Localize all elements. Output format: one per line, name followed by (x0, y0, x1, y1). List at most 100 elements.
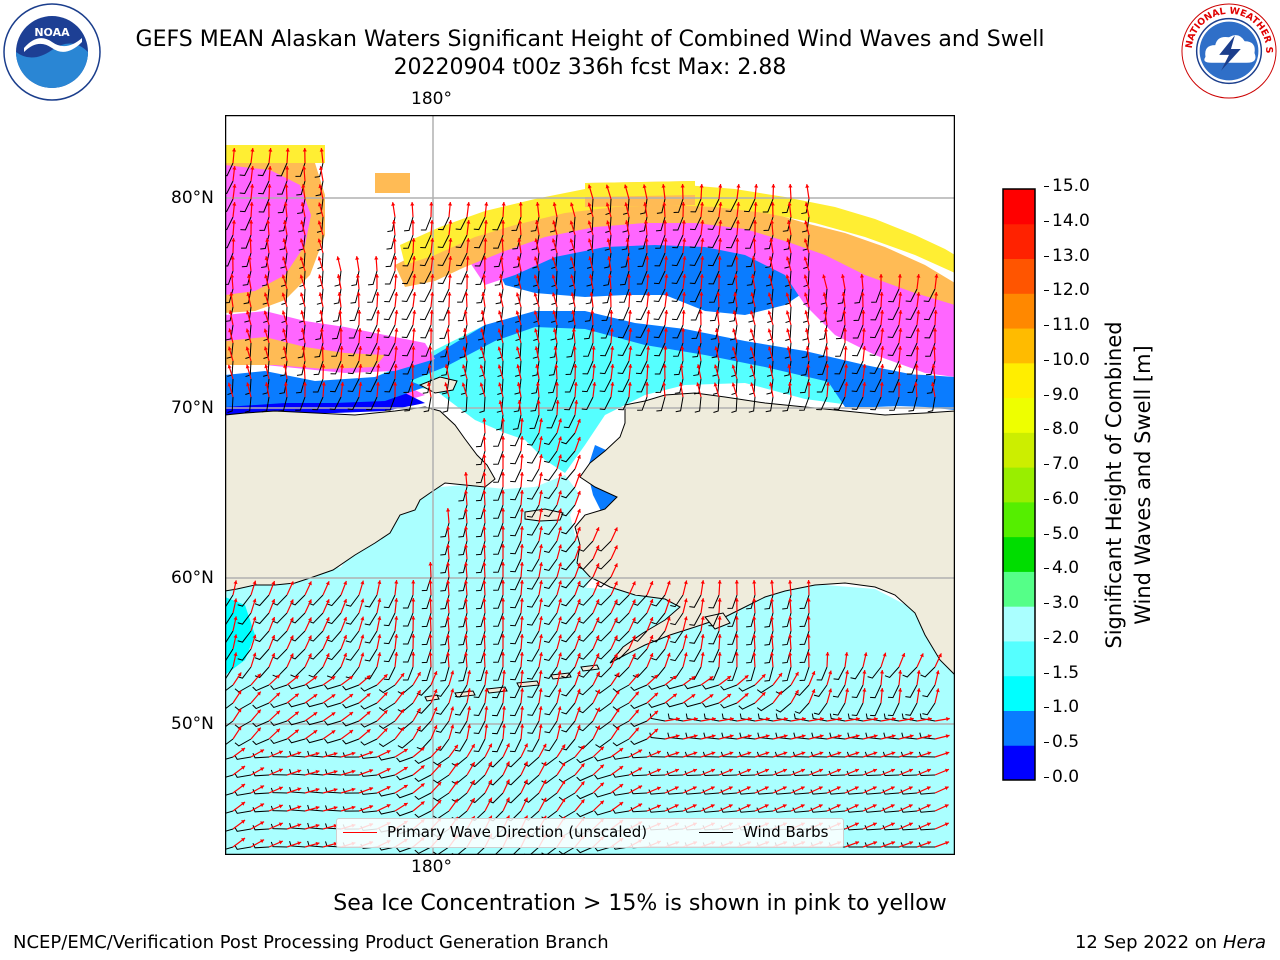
wave-direction-arrowhead (664, 292, 669, 296)
wave-direction-arrowhead (822, 274, 827, 279)
wind-barb (757, 713, 774, 722)
wave-direction-arrowhead (855, 841, 860, 845)
wave-direction-arrowhead (430, 292, 435, 296)
wave-direction-arrowhead (945, 734, 950, 739)
wave-direction-arrowhead (595, 617, 600, 622)
wind-barb (510, 540, 522, 555)
wave-direction-arrowhead (297, 769, 302, 774)
wave-direction-arrowhead (595, 581, 600, 586)
wave-direction-arrowhead (692, 786, 697, 791)
wave-direction-arrowhead (264, 364, 269, 369)
wave-direction-arrowhead (555, 400, 560, 404)
colorbar-cell (1003, 571, 1035, 607)
wave-direction-arrowhead (576, 652, 581, 657)
wave-direction-arrowhead (479, 382, 484, 387)
wind-barb (918, 770, 936, 777)
wave-direction-arrowhead (429, 202, 434, 206)
wave-direction-arrowhead (433, 671, 438, 676)
wind-barb (596, 558, 612, 570)
wind-barb (612, 790, 630, 796)
wind-barb (234, 790, 252, 796)
wind-barb (493, 450, 504, 465)
wind-barb (402, 630, 414, 645)
wind-barb (526, 666, 540, 680)
wave-direction-arrowhead (666, 580, 671, 585)
wind-barb (254, 594, 270, 607)
wave-direction-arrowhead (518, 202, 523, 206)
wind-barb (510, 522, 522, 537)
wave-direction-arrowhead (645, 274, 650, 278)
wind-barb (364, 630, 378, 644)
wave-direction-arrowhead (558, 580, 563, 585)
wind-barb (720, 751, 738, 758)
wind-barb (477, 324, 486, 341)
wave-direction-arrowhead (681, 310, 686, 314)
wave-direction-arrowhead (729, 734, 734, 739)
colorbar-tick-label: 7.0 (1052, 454, 1080, 475)
wind-barb (864, 789, 882, 795)
wave-direction-arrowhead (471, 798, 475, 803)
wind-barb (308, 648, 324, 660)
wind-barb (288, 738, 306, 744)
wave-direction-arrowhead (785, 274, 790, 279)
wave-direction-arrowhead (749, 364, 754, 369)
wind-barb (270, 823, 288, 830)
wave-direction-arrowhead (746, 786, 751, 791)
wind-barb (927, 396, 936, 413)
wind-barb (234, 826, 252, 832)
wind-barb (378, 720, 396, 730)
wave-direction-arrowhead (230, 256, 235, 260)
wind-barb (632, 630, 648, 642)
wave-direction-arrowhead (433, 689, 438, 694)
wind-barb (402, 648, 414, 663)
wind-barb (799, 594, 810, 610)
colorbar-cell (1003, 258, 1035, 294)
wave-direction-arrowhead (271, 581, 276, 585)
wind-barb (509, 720, 522, 735)
wave-direction-arrowhead (800, 786, 805, 791)
wind-barb (905, 324, 918, 339)
wave-direction-arrowhead (520, 688, 525, 692)
wave-direction-arrowhead (569, 238, 574, 243)
wind-barb (383, 630, 396, 645)
wave-direction-arrowhead (520, 724, 525, 728)
wave-direction-arrowhead (788, 616, 793, 620)
wind-barb (254, 612, 270, 625)
wind-barb (492, 720, 504, 735)
nws-logo-icon: NATIONAL WEATHER SERVICE (1180, 2, 1277, 99)
wind-barb (237, 648, 252, 661)
wave-direction-arrowhead (233, 616, 238, 621)
wind-barb (649, 713, 666, 722)
wind-barb (720, 702, 738, 709)
wave-direction-arrowhead (325, 599, 330, 604)
wind-barb (756, 684, 774, 694)
wave-direction-arrowhead (700, 220, 705, 224)
wave-direction-arrowhead (558, 544, 563, 549)
wind-barb (493, 612, 504, 627)
wave-direction-arrowhead (463, 310, 468, 314)
wave-direction-arrowhead (446, 508, 451, 512)
wave-direction-arrowhead (516, 274, 521, 279)
wave-direction-arrowhead (444, 382, 449, 387)
wave-direction-arrowhead (681, 220, 686, 224)
wind-barb (666, 789, 684, 795)
wave-direction-arrowhead (315, 751, 320, 756)
wave-direction-arrowhead (828, 670, 833, 675)
wave-direction-arrowhead (676, 717, 680, 722)
wave-direction-arrowhead (515, 310, 520, 315)
wave-direction-arrowhead (233, 652, 238, 657)
wave-direction-arrowhead (879, 292, 884, 296)
wave-direction-arrowhead (860, 292, 865, 296)
wave-direction-arrowhead (497, 346, 502, 351)
wave-direction-arrowhead (709, 694, 714, 699)
wind-barb (666, 751, 684, 758)
wave-direction-arrowhead (465, 256, 470, 260)
wind-barb (364, 612, 378, 626)
wave-direction-arrowhead (700, 256, 705, 260)
wave-direction-arrowhead (734, 616, 739, 620)
wind-barb (853, 306, 864, 322)
wind-barb (852, 342, 864, 357)
wind-barb (544, 684, 558, 698)
wave-direction-arrowhead (606, 220, 611, 225)
wave-direction-arrowhead (276, 692, 280, 697)
